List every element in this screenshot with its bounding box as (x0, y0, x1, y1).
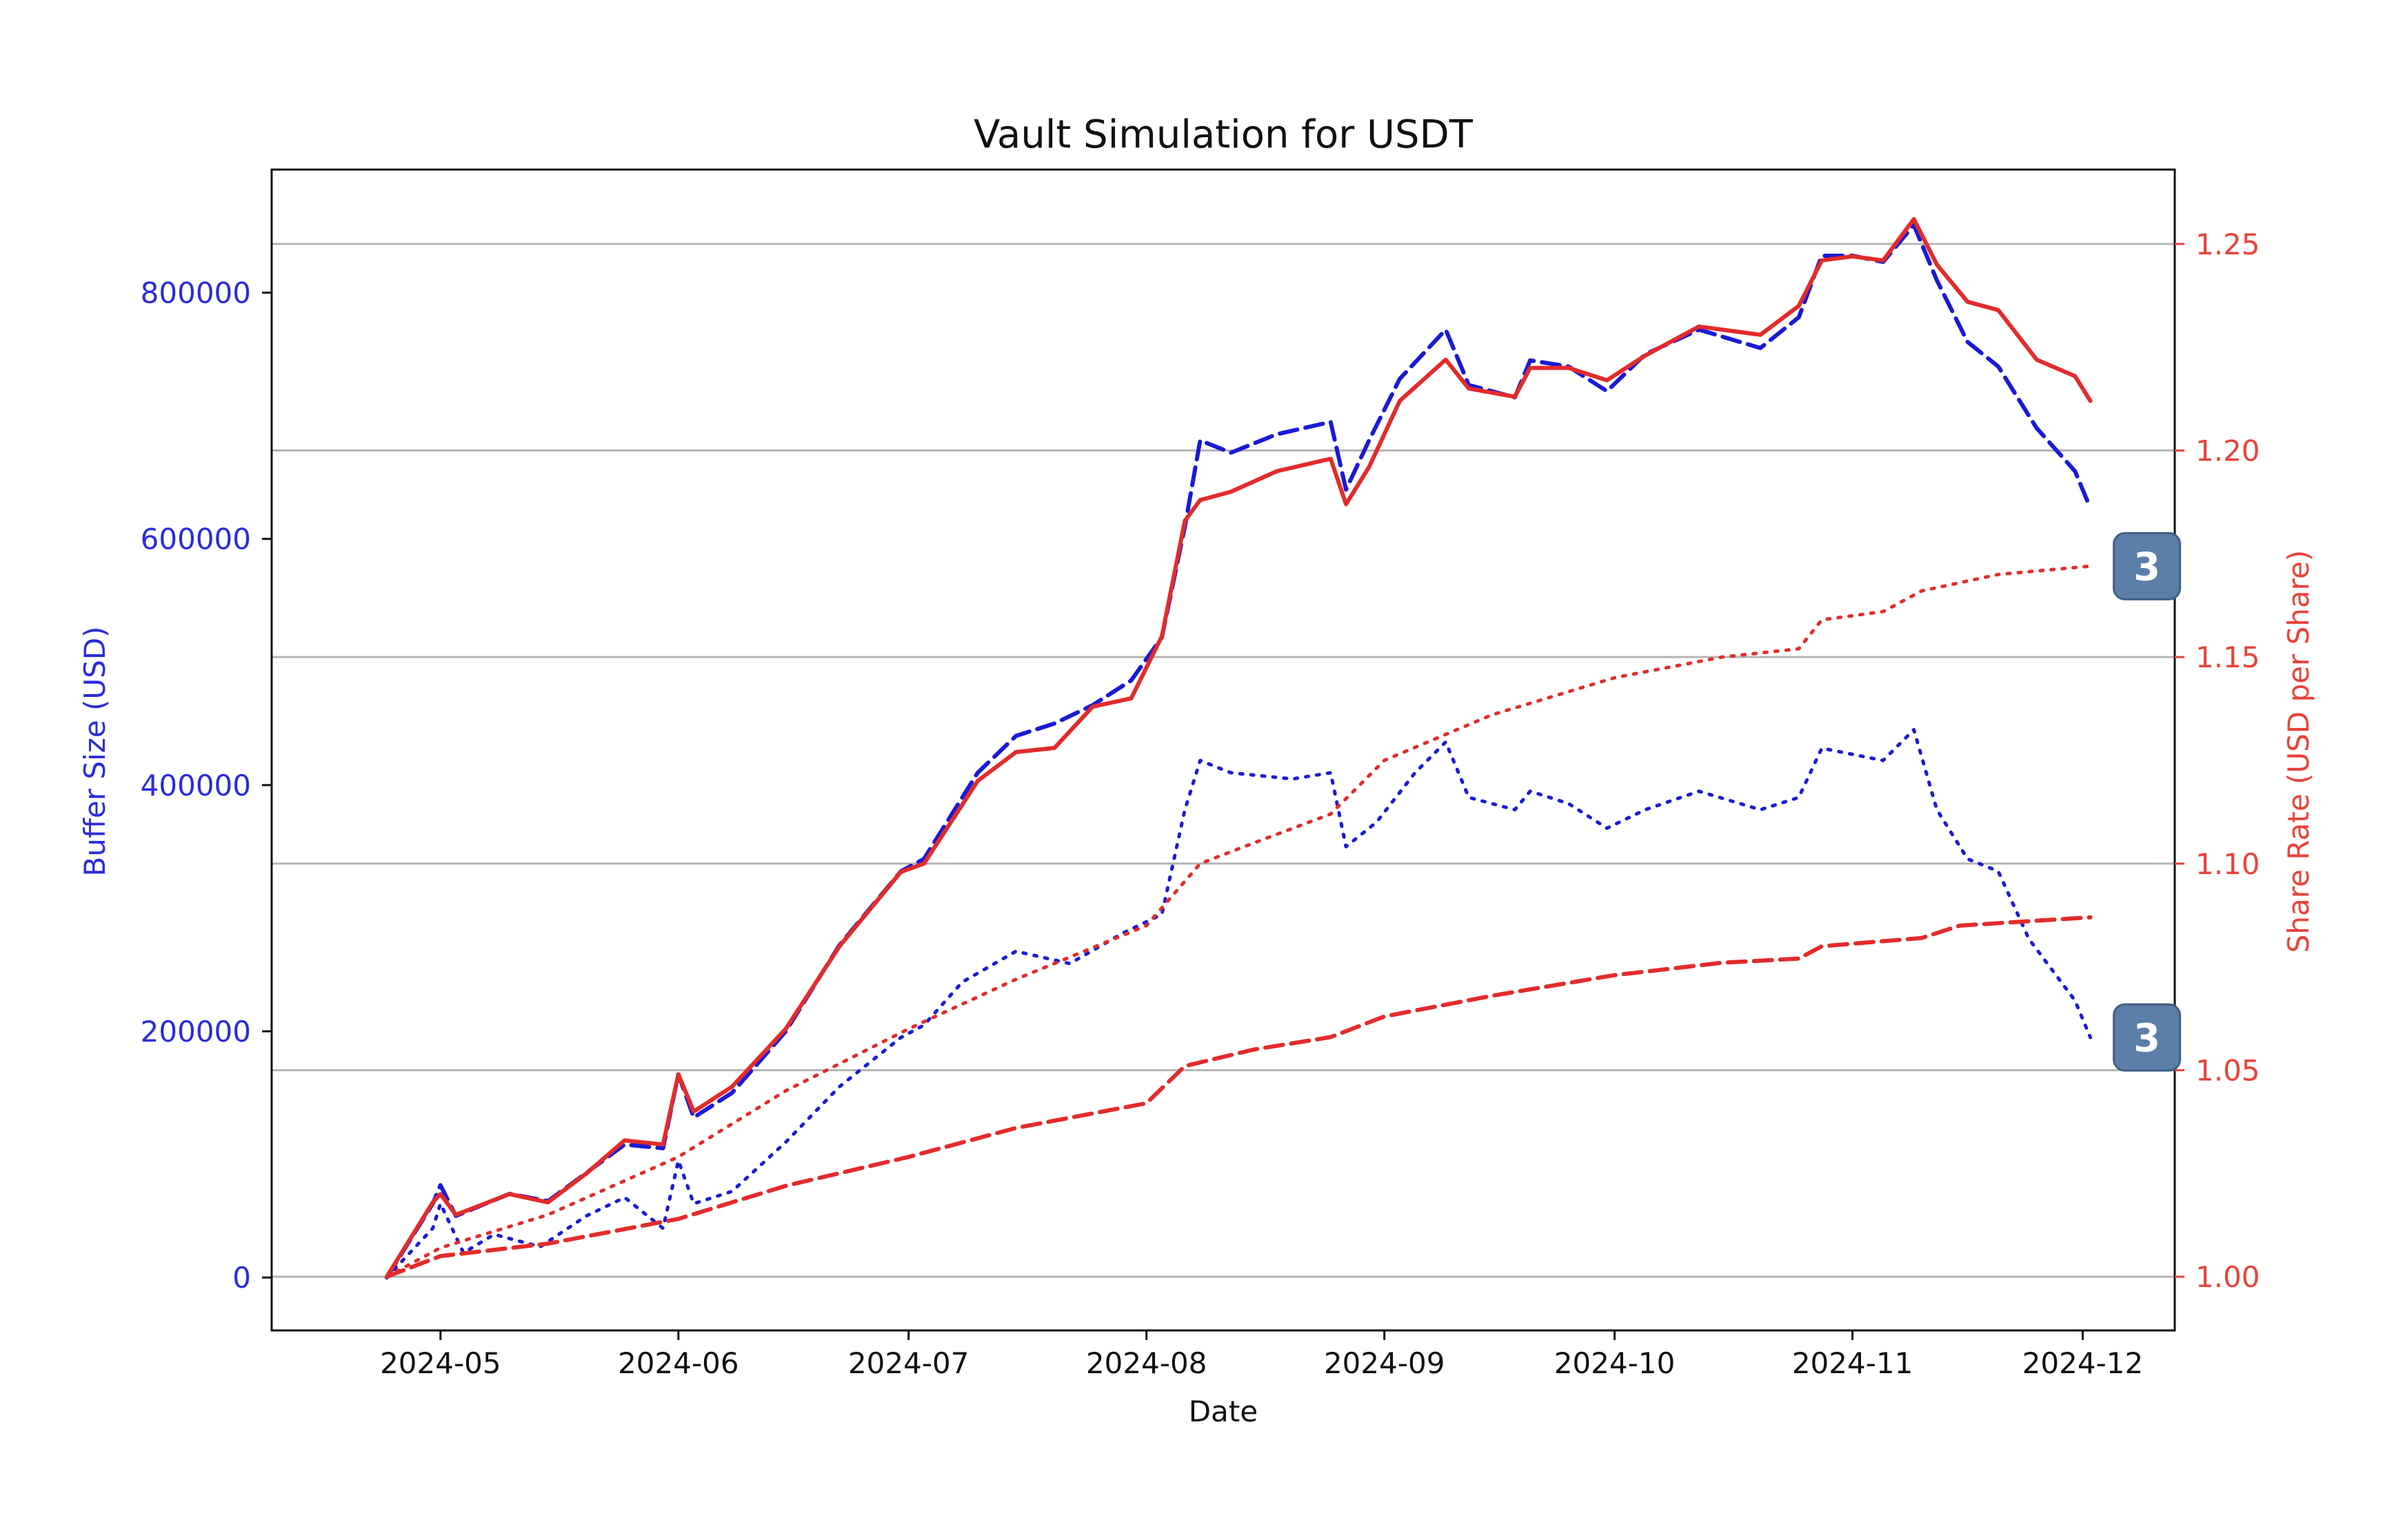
left-axis-label: Buffer Size (USD) (78, 627, 112, 877)
right-tick-label: 1.15 (2195, 640, 2260, 674)
right-axis-label: Share Rate (USD per Share) (2282, 550, 2315, 953)
badge-label: 3 (2133, 1016, 2160, 1061)
right-tick-label: 1.20 (2195, 434, 2260, 468)
left-tick-label: 600000 (141, 523, 251, 556)
x-tick-label: 2024-12 (2022, 1346, 2144, 1380)
left-tick-label: 800000 (141, 276, 251, 310)
series-lines (384, 216, 2093, 1280)
left-axis-ticks: 0 200000 400000 600000 800000 (141, 276, 272, 1295)
right-tick-label: 1.00 (2195, 1260, 2260, 1294)
plot-frame (270, 168, 2176, 1332)
right-tick-label: 1.10 (2195, 847, 2260, 881)
x-tick-label: 2024-07 (848, 1346, 969, 1380)
x-tick-label: 2024-09 (1324, 1346, 1445, 1380)
series-line-right-dashed (384, 915, 2093, 1279)
series-line-left-dashed (384, 223, 2093, 1280)
series-line-right-solid (384, 216, 2093, 1279)
right-axis-ticks: 1.00 1.05 1.10 1.15 1.20 1.25 (2175, 227, 2260, 1294)
x-tick-label: 2024-08 (1086, 1346, 1207, 1380)
x-axis-ticks: 2024-05 2024-06 2024-07 2024-08 2024-09 2024-… (380, 1330, 2143, 1380)
badge-box (2113, 1003, 2182, 1072)
x-tick-label: 2024-10 (1554, 1346, 1676, 1380)
x-tick-label: 2024-11 (1792, 1346, 1913, 1380)
grid-lines (272, 243, 2175, 1278)
x-axis-label: Date (1189, 1395, 1258, 1428)
series-badge: 3 (2113, 531, 2182, 600)
chart-title: Vault Simulation for USDT (974, 112, 1474, 157)
x-tick-label: 2024-05 (380, 1346, 501, 1380)
right-tick-label: 1.25 (2195, 227, 2260, 261)
badge-box (2113, 531, 2182, 600)
left-tick-label: 0 (232, 1261, 251, 1295)
series-line-left-dotted (385, 728, 2093, 1279)
badge-label: 3 (2133, 545, 2160, 589)
left-tick-label: 200000 (141, 1015, 251, 1048)
series-badges: 33 (2113, 531, 2182, 1072)
x-tick-label: 2024-06 (618, 1346, 739, 1380)
right-tick-label: 1.05 (2195, 1053, 2260, 1087)
series-badge: 3 (2113, 1003, 2182, 1072)
left-tick-label: 400000 (141, 769, 251, 802)
series-line-right-dotted (385, 564, 2093, 1279)
